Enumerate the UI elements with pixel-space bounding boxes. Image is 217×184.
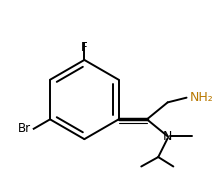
Text: N: N xyxy=(163,130,172,143)
Text: NH₂: NH₂ xyxy=(189,91,213,104)
Text: F: F xyxy=(81,41,88,54)
Text: Br: Br xyxy=(18,122,31,135)
